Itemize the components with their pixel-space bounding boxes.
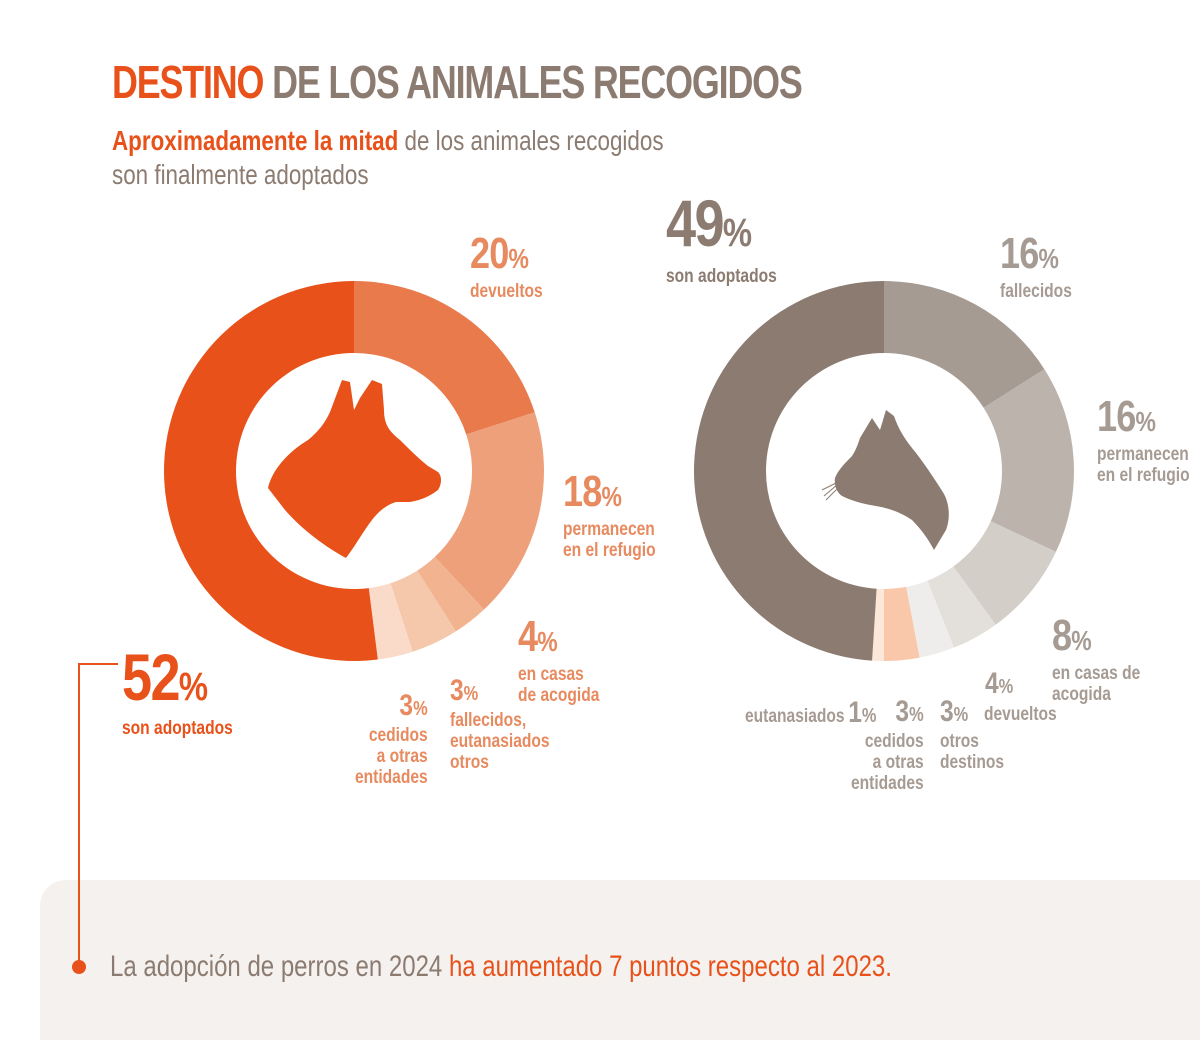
dog-cedidos-value: 3 [399,689,414,722]
cat-slice-otros [906,580,954,658]
cat-slice-adoptados [693,281,884,661]
dog-permanecen-label: 18% permanecen en el refugio [563,467,656,562]
cat-cedidos-text: cedidos a otras entidades [851,731,924,794]
dog-adoptados-text: son adoptados [122,718,233,739]
cat-icon [821,410,949,550]
cat-donut-chart [693,281,1074,661]
subtitle-rest-2: son finalmente adoptados [112,159,369,190]
percent-sign: % [909,704,924,726]
cat-eutanasiados-text: eutanasiados [745,706,845,727]
percent-sign: % [998,676,1014,698]
subtitle-highlight: Aproximadamente la mitad [112,125,399,156]
footer-note: La adopción de perros en 2024 ha aumenta… [110,950,892,984]
percent-sign: % [178,665,208,709]
dog-fallecidos-value: 3 [450,674,464,707]
connector-line [78,663,80,965]
dog-donut-chart [164,281,544,661]
dog-slice-cedidos [368,583,413,660]
cat-adoptados-value: 49 [666,186,725,260]
dog-acogida-label: 4% en casas de acogida [518,612,600,707]
cat-otros-text: otros destinos [940,731,1005,773]
cat-devueltos-text: devueltos [984,704,1057,725]
cat-otros-value: 3 [940,695,954,728]
dog-adoptados-value: 52 [122,640,181,714]
percent-sign: % [953,704,969,726]
cat-slice-cedidos [884,586,920,661]
percent-sign: % [601,481,622,512]
cat-devueltos-value: 4 [985,667,999,700]
cat-acogida-value: 8 [1052,611,1072,660]
cat-fallecidos-value: 16 [1000,229,1039,278]
cat-slice-devueltos [927,566,996,648]
dog-cedidos-label: 3% cedidos a otras entidades [355,689,428,789]
dog-adoptados-label: 52% son adoptados [122,644,233,739]
percent-sign: % [1038,243,1059,274]
percent-sign: % [537,626,557,657]
cat-slice-eutanasiados [872,588,884,661]
dog-devueltos-label: 20% devueltos [470,229,543,303]
dog-devueltos-text: devueltos [470,281,543,302]
dog-fallecidos-label: 3% fallecidos, eutanasiados otros [450,674,550,774]
percent-sign: % [1071,625,1091,656]
percent-sign: % [413,698,428,720]
cat-slice-acogida [953,521,1056,625]
subtitle-rest-1: de los animales recogidos [404,125,664,156]
dog-permanecen-text: permanecen en el refugio [563,519,656,561]
percent-sign: % [722,211,752,255]
percent-sign: % [1135,406,1156,437]
dog-icon [268,380,441,558]
dog-slice-acogida [390,570,456,652]
cat-acogida-label: 8% en casas de acogida [1052,611,1141,706]
cat-permanecen-text: permanecen en el refugio [1097,444,1190,486]
cat-devueltos-label: 4% x [985,668,1013,700]
dog-slice-adoptados [164,281,378,661]
cat-fallecidos-text: fallecidos [1000,281,1072,302]
cat-adoptados-label: 49% son adoptados [666,190,777,287]
dog-acogida-value: 4 [518,612,538,661]
page-subtitle: Aproximadamente la mitad de los animales… [112,124,664,192]
cat-slice-fallecidos [884,281,1045,408]
dog-slice-fallecidos [417,557,485,632]
percent-sign: % [463,683,479,705]
dog-slice-devueltos [354,281,535,435]
cat-permanecen-label: 16% permanecen en el refugio [1097,392,1190,487]
dog-acogida-text: en casas de acogida [518,664,600,706]
title-rest: DE LOS ANIMALES RECOGIDOS [272,56,803,108]
dog-permanecen-value: 18 [563,467,602,516]
percent-sign: % [861,705,877,727]
cat-adoptados-text: son adoptados [666,266,777,287]
dog-devueltos-value: 20 [470,229,509,278]
cat-acogida-text: en casas de acogida [1052,663,1141,705]
page-title: DESTINO DE LOS ANIMALES RECOGIDOS [112,55,803,109]
dog-cedidos-text: cedidos a otras entidades [355,725,428,788]
connector-dot [72,960,86,974]
cat-otros-label: 3% otros destinos [940,695,1005,774]
cat-slice-permanecen [983,369,1074,552]
cat-eutanasiados-value: 1 [848,696,862,729]
cat-cedidos-label: 3% cedidos a otras entidades [851,695,924,795]
cat-fallecidos-label: 16% fallecidos [1000,229,1072,303]
footer-panel [40,880,1200,1040]
cat-cedidos-value: 3 [895,695,910,728]
cat-eutanasiados-label: eutanasiados 1% [745,696,877,730]
dog-fallecidos-text: fallecidos, eutanasiados otros [450,710,550,773]
footer-highlight: ha aumentado 7 puntos respecto al 2023. [448,950,892,983]
percent-sign: % [508,243,529,274]
cat-devueltos-caption: devueltos [984,704,1057,725]
cat-permanecen-value: 16 [1097,392,1136,441]
footer-text: La adopción de perros en 2024 [110,950,443,983]
dog-slice-permanecen [434,412,544,610]
connector-line [78,663,118,665]
title-highlight: DESTINO [112,56,264,108]
